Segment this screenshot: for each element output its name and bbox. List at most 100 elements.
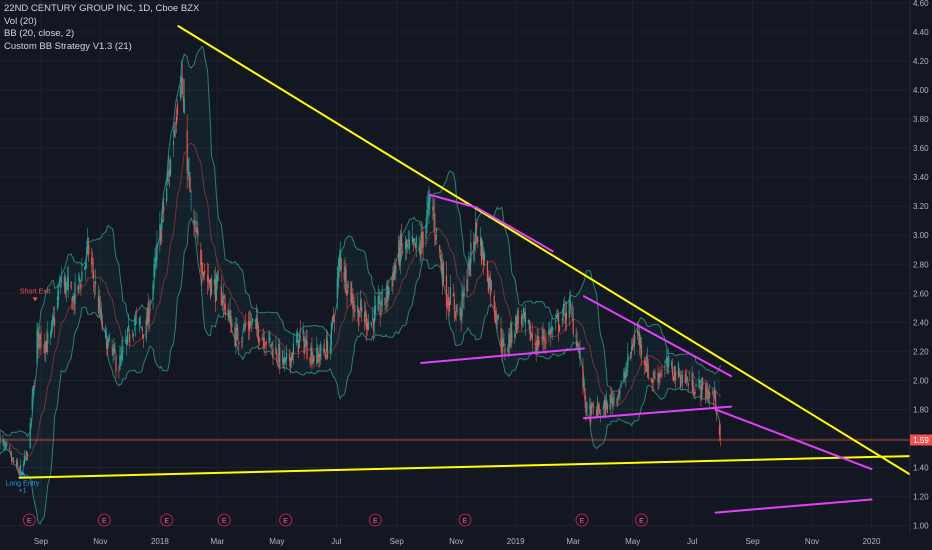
candle	[453, 292, 455, 322]
candle	[291, 352, 294, 361]
candle	[98, 289, 101, 318]
candle	[381, 284, 383, 313]
candle	[673, 374, 675, 383]
candle	[647, 358, 649, 380]
time-axis[interactable]: Sep Nov 2018 Mar May Jul Sep Nov 2019 Mar May Jul Se…	[0, 533, 932, 550]
candle	[557, 308, 559, 322]
candle	[569, 289, 571, 314]
candle	[133, 314, 136, 332]
candle	[129, 328, 131, 349]
candle	[309, 356, 311, 368]
yellow-trendline[interactable]	[177, 25, 917, 479]
magenta-trendline[interactable]	[714, 408, 873, 471]
magenta-trendline[interactable]	[714, 498, 873, 514]
candle	[359, 310, 361, 318]
candle	[325, 329, 328, 361]
earnings-marker[interactable]: E	[22, 513, 36, 527]
magenta-trendline[interactable]	[427, 193, 478, 209]
candle	[187, 156, 189, 181]
candle	[602, 401, 605, 417]
candle	[688, 370, 690, 382]
candle	[60, 266, 63, 288]
volume-indicator-label[interactable]: Vol (20)	[4, 15, 37, 27]
candle	[530, 331, 532, 339]
candle	[488, 274, 490, 289]
candle	[561, 308, 564, 328]
candle	[242, 329, 244, 348]
candle	[229, 297, 231, 325]
earnings-marker[interactable]: E	[97, 513, 111, 527]
candle	[664, 360, 666, 378]
x-tick-label: 2020	[863, 537, 881, 546]
candle	[497, 313, 499, 321]
earnings-marker[interactable]: E	[458, 513, 472, 527]
earnings-marker[interactable]: E	[279, 513, 293, 527]
candle	[111, 339, 113, 356]
candle	[156, 230, 158, 270]
magenta-trendline[interactable]	[582, 405, 733, 420]
earnings-marker[interactable]: E	[634, 513, 648, 527]
candle	[432, 195, 434, 221]
magenta-trendline[interactable]	[582, 295, 733, 378]
short-exit-arrow	[32, 297, 38, 302]
candle	[12, 457, 14, 461]
candle	[681, 369, 683, 391]
trendlines[interactable]	[18, 25, 917, 514]
candle	[255, 304, 257, 337]
candle	[568, 292, 570, 326]
candle	[101, 314, 103, 332]
candle	[408, 230, 411, 254]
candle	[392, 266, 394, 295]
yellow-trendline[interactable]	[18, 454, 917, 479]
candle	[657, 364, 659, 391]
magenta-trendline[interactable]	[420, 347, 585, 365]
magenta-trendline[interactable]	[475, 206, 554, 253]
candle	[709, 383, 711, 408]
candle	[386, 279, 388, 313]
candle	[650, 377, 652, 383]
candle	[575, 327, 577, 349]
candle	[354, 297, 356, 321]
earnings-marker[interactable]: E	[575, 513, 589, 527]
candle	[358, 307, 360, 332]
strategy-indicator-label[interactable]: Custom BB Strategy V1.3 (21)	[4, 40, 132, 52]
earnings-marker[interactable]: E	[160, 513, 174, 527]
candle	[113, 338, 115, 361]
candle	[276, 348, 278, 363]
candle	[285, 357, 287, 365]
symbol-title[interactable]: 22ND CENTURY GROUP INC, 1D, Cboe BZX	[4, 3, 200, 14]
earnings-marker[interactable]: E	[217, 513, 231, 527]
candle	[180, 60, 182, 99]
candle	[643, 356, 645, 375]
candle	[425, 217, 427, 248]
candle	[542, 322, 544, 351]
earnings-marker[interactable]: E	[368, 513, 382, 527]
candle	[336, 265, 338, 310]
bollinger-indicator-label[interactable]: BB (20, close, 2)	[4, 28, 75, 39]
candle	[153, 256, 155, 290]
candle	[613, 392, 615, 406]
candle	[477, 235, 479, 248]
candle	[79, 277, 81, 290]
candle	[470, 229, 472, 277]
candle	[292, 334, 295, 365]
candle	[672, 357, 674, 381]
y-tick-label: 4.20	[913, 57, 929, 66]
candle	[120, 346, 122, 366]
candle	[482, 246, 485, 275]
candle	[352, 288, 354, 322]
y-tick-label: 1.40	[913, 464, 929, 473]
candle	[379, 292, 381, 327]
candle	[316, 336, 318, 367]
candle	[399, 236, 401, 271]
candle	[570, 304, 572, 318]
candle	[59, 276, 62, 294]
candle	[86, 240, 88, 269]
candle	[522, 306, 525, 327]
candle	[188, 157, 190, 189]
candle	[624, 367, 626, 383]
candle	[306, 329, 308, 361]
price-axis[interactable]: 1.001.201.401.601.802.002.202.402.602.80…	[909, 0, 932, 550]
